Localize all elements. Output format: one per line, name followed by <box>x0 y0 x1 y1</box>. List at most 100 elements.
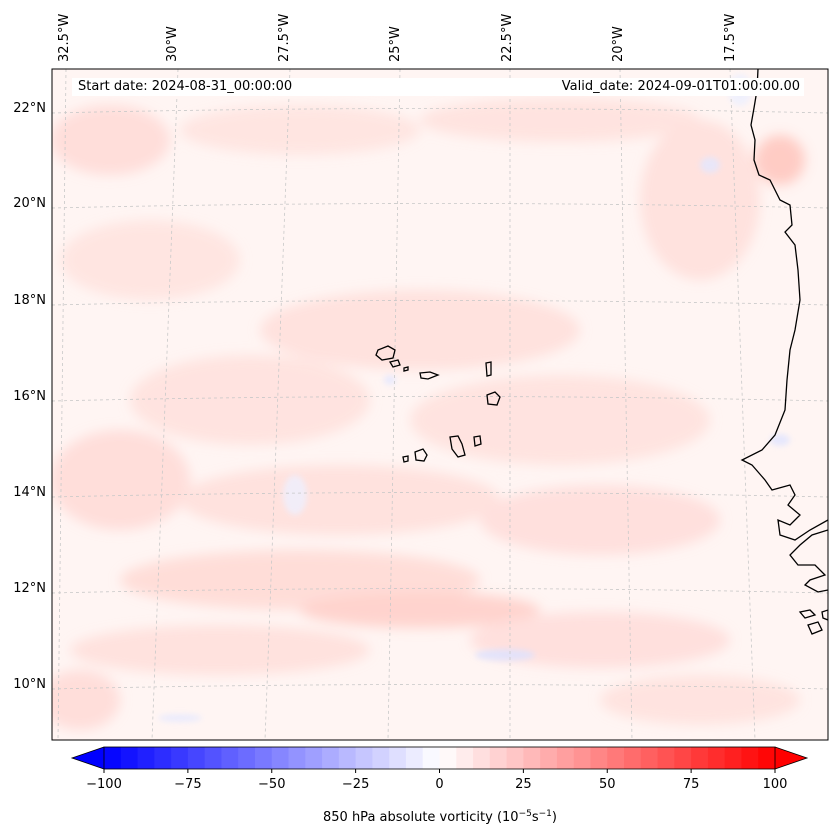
colorbar-bin <box>389 747 407 769</box>
colorbar-bin <box>120 747 139 769</box>
colorbar-bins <box>104 747 776 769</box>
colorbar-bin <box>254 747 273 769</box>
colorbar-bin <box>372 747 390 769</box>
africa-coastline <box>740 69 828 541</box>
lat-label-22: 22°N <box>13 101 46 116</box>
colorbar-tick-label: 0 <box>435 777 443 792</box>
colorbar-bin <box>573 747 591 769</box>
gridline-lon-25 <box>387 69 401 740</box>
colorbar-bin <box>271 747 290 769</box>
colorbar-bin <box>439 747 457 769</box>
island-fogo <box>414 448 428 462</box>
island-sao-vicente <box>388 359 401 368</box>
colorbar-bin <box>506 747 524 769</box>
valid-date-label: Valid_date: 2024-09-01T01:00:00.00 <box>561 79 800 94</box>
colorbar-bin <box>674 747 692 769</box>
island-boa-vista <box>486 391 501 406</box>
vorticity-field <box>52 69 828 740</box>
colorbar-bin <box>238 747 256 769</box>
colorbar-tick-label: 75 <box>683 777 700 792</box>
longitude-axis-labels: 32.5°W 30°W 27.5°W 25°W 22.5°W 20°W 17.5… <box>57 14 738 62</box>
lat-label-16: 16°N <box>13 389 46 404</box>
colorbar-bin <box>322 747 340 769</box>
lon-label-25: 25°W <box>388 26 403 62</box>
gridline-lon-17-5 <box>729 69 756 740</box>
colorbar-tick-label: 50 <box>599 777 616 792</box>
colorbar-bin <box>607 747 625 769</box>
colorbar-tick-label: 100 <box>763 777 788 792</box>
colorbar-bin <box>104 747 122 769</box>
gridline-lat-22 <box>52 108 828 114</box>
gridline-lat-10 <box>52 684 828 690</box>
colorbar-bin <box>707 747 726 769</box>
colorbar-bin <box>556 747 575 769</box>
lat-label-18: 18°N <box>13 293 46 308</box>
gridline-lon-30 <box>151 69 179 740</box>
vorticity-minima <box>158 74 790 722</box>
colorbar-tick-label: 25 <box>515 777 532 792</box>
island-brava <box>402 455 409 463</box>
lon-label-27-5: 27.5°W <box>277 14 292 62</box>
colorbar-bin <box>540 747 558 769</box>
gridline-lon-20 <box>619 69 633 740</box>
colorbar-bin <box>523 747 541 769</box>
colorbar-bin <box>137 747 155 769</box>
lat-label-14: 14°N <box>13 485 46 500</box>
lon-label-30: 30°W <box>165 26 180 62</box>
gridline-lon-27-5 <box>264 69 291 740</box>
latitude-axis-labels: 22°N 20°N 18°N 16°N 14°N 12°N 10°N <box>13 101 46 692</box>
gridline-lon-32-5 <box>57 69 67 740</box>
colorbar-min-extend <box>72 747 104 769</box>
colorbar-bin <box>691 747 709 769</box>
gridline-lat-20 <box>52 203 828 209</box>
map-frame <box>51 68 829 741</box>
colorbar-bin <box>288 747 306 769</box>
gridlines <box>52 69 828 740</box>
annotation-bar: Start date: 2024-08-31_00:00:00 Valid_da… <box>72 78 804 96</box>
colorbar-bin <box>624 747 642 769</box>
gridline-lat-16 <box>52 396 828 402</box>
colorbar-bin <box>305 747 323 769</box>
colorbar-bin <box>473 747 491 769</box>
bijagos-islands <box>798 609 828 635</box>
colorbar-bin <box>422 747 440 769</box>
colorbar-tick-label: −50 <box>258 777 285 792</box>
vorticity-patches <box>52 98 805 730</box>
start-date-label: Start date: 2024-08-31_00:00:00 <box>78 79 293 94</box>
gridline-lat-18 <box>52 300 828 306</box>
colorbar-bin <box>657 747 675 769</box>
colorbar: −100 −75 −50 −25 0 25 50 75 100 850 hPa absolute… <box>70 746 809 825</box>
island-sal <box>485 361 492 377</box>
gridline-lat-14 <box>52 492 828 498</box>
island-santa-luzia <box>403 366 409 372</box>
colorbar-bin <box>405 747 424 769</box>
colorbar-tick-label: −100 <box>86 777 122 792</box>
lat-label-20: 20°N <box>13 196 46 211</box>
colorbar-bin <box>640 747 659 769</box>
lon-label-20: 20°W <box>611 26 626 62</box>
island-santiago <box>449 435 466 458</box>
colorbar-bin <box>154 747 172 769</box>
colorbar-bin <box>171 747 189 769</box>
colorbar-title: 850 hPa absolute vorticity (10−5s−1) <box>323 809 557 825</box>
colorbar-bin <box>741 747 759 769</box>
colorbar-max-extend <box>775 747 807 769</box>
island-maio <box>473 435 482 447</box>
colorbar-bin <box>724 747 742 769</box>
island-santo-antao <box>375 345 396 361</box>
colorbar-bin <box>355 747 373 769</box>
lat-label-12: 12°N <box>13 581 46 596</box>
coastlines <box>375 69 828 635</box>
colorbar-bin <box>338 747 357 769</box>
colorbar-ticks: −100 −75 −50 −25 0 25 50 75 100 <box>86 769 787 792</box>
lon-label-17-5: 17.5°W <box>723 14 738 62</box>
colorbar-bin <box>456 747 474 769</box>
colorbar-tick-label: −75 <box>174 777 201 792</box>
island-sao-nicolau <box>419 371 440 380</box>
colorbar-bin <box>221 747 239 769</box>
colorbar-tick-label: −25 <box>342 777 369 792</box>
lon-label-22-5: 22.5°W <box>500 14 515 62</box>
lat-label-10: 10°N <box>13 677 46 692</box>
colorbar-bin <box>187 747 206 769</box>
colorbar-bin <box>758 747 776 769</box>
